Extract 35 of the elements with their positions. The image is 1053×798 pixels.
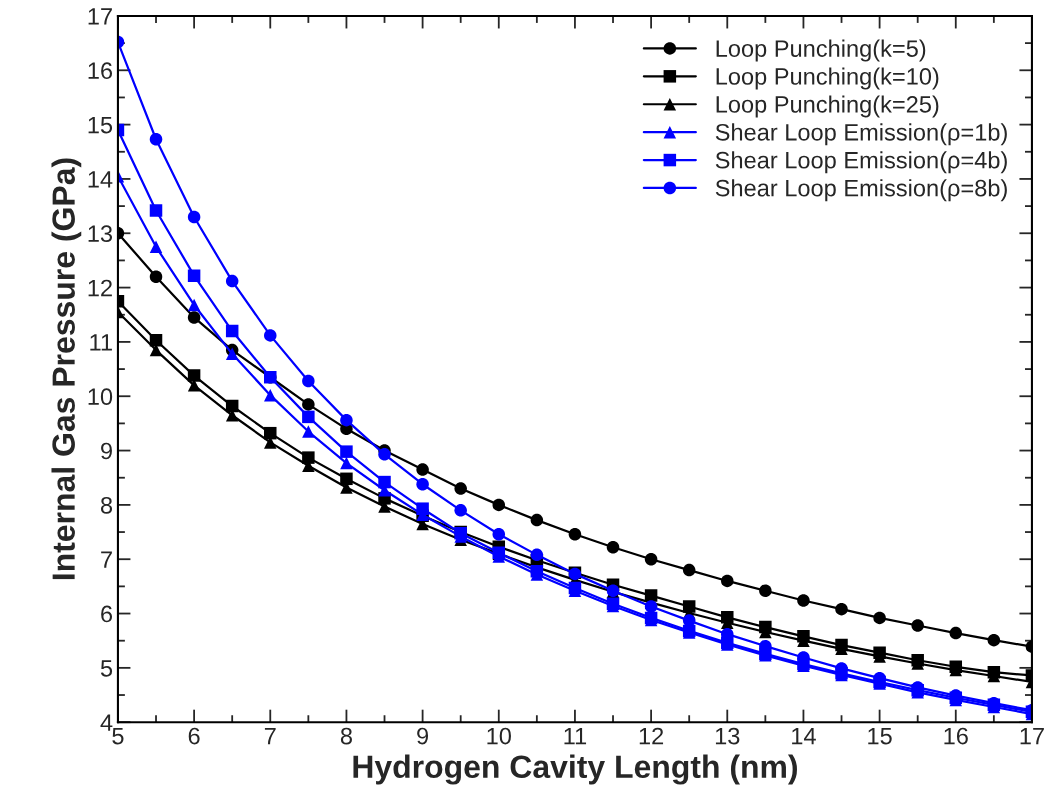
y-tick-label: 17	[88, 8, 112, 25]
x-tick-label: 10	[487, 727, 511, 745]
y-tick-label: 5	[100, 660, 113, 677]
legend-label: Loop Punching(k=5)	[716, 39, 926, 62]
x-tick-label: 5	[112, 727, 124, 745]
y-tick-label: 12	[88, 279, 112, 297]
y-tick-label: 15	[88, 116, 113, 134]
y-tick-label: 8	[100, 496, 113, 514]
y-tick-label: 14	[88, 171, 113, 188]
x-tick-label: 8	[340, 727, 352, 745]
x-tick-label: 16	[944, 727, 968, 745]
y-tick-label: 11	[90, 334, 112, 351]
y-axis-title: Internal Gas Pressure (GPa)	[51, 158, 82, 580]
legend-label: Loop Punching(k=25)	[716, 95, 939, 118]
x-tick-label: 6	[188, 727, 200, 745]
y-tick-label: 13	[88, 225, 113, 243]
legend-label: Shear Loop Emission(ρ=8b)	[715, 179, 1007, 202]
x-axis-title: Hydrogen Cavity Length (nm)	[353, 754, 797, 785]
legend-label: Shear Loop Emission(ρ=1b)	[715, 123, 1007, 146]
x-tick-label: 7	[264, 727, 276, 745]
y-tick-label: 6	[101, 605, 113, 623]
y-tick-label: 10	[88, 388, 113, 406]
x-tick-label: 13	[715, 727, 740, 745]
x-tick-label: 9	[417, 727, 429, 745]
x-tick-label: 17	[1020, 727, 1044, 745]
x-tick-label: 11	[564, 727, 587, 745]
x-tick-label: 12	[639, 727, 664, 745]
x-tick-label: 14	[792, 727, 816, 745]
y-tick-label: 9	[101, 442, 112, 460]
y-tick-label: 16	[88, 62, 113, 80]
legend-label: Loop Punching(k=10)	[716, 67, 939, 90]
x-tick-label: 15	[868, 727, 892, 745]
legend-label: Shear Loop Emission(ρ=4b)	[715, 151, 1007, 174]
y-tick-label: 4	[100, 714, 113, 731]
y-tick-label: 7	[101, 551, 112, 568]
